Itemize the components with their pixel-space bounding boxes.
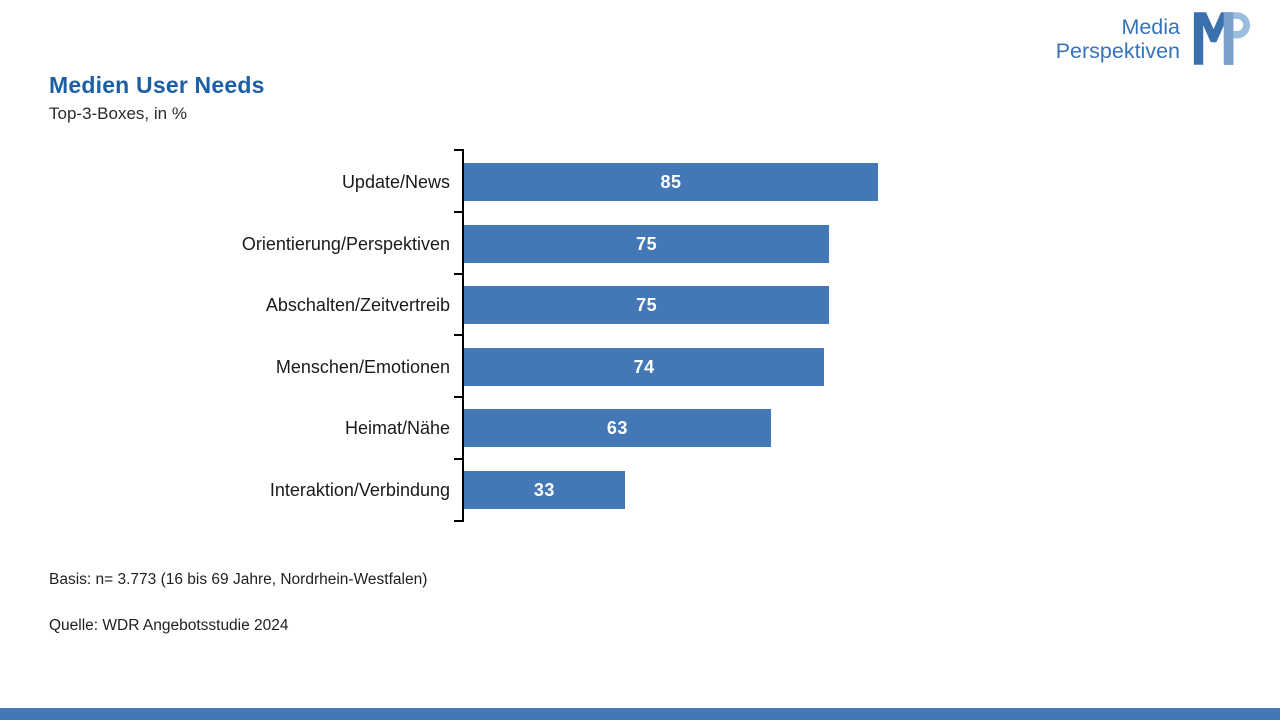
axis-tick (454, 272, 462, 275)
category-label: Update/News (341, 172, 450, 192)
footer-accent-bar (0, 708, 1280, 720)
source-note: Quelle: WDR Angebotsstudie 2024 (49, 617, 289, 634)
category-label: Interaktion/Verbindung (269, 480, 450, 500)
data-bar: 33 (464, 471, 625, 509)
axis-tick (454, 210, 462, 213)
chart-title: Medien User Needs (49, 72, 265, 98)
value-label: 33 (533, 480, 555, 500)
chart-subtitle: Top-3-Boxes, in % (49, 104, 187, 123)
data-bar: 75 (464, 224, 830, 263)
basis-note: Basis: n= 3.773 (16 bis 69 Jahre, Nordrh… (49, 571, 428, 588)
data-bar: 75 (464, 286, 830, 325)
category-label: Orientierung/Perspektiven (241, 233, 450, 254)
axis-tick (454, 458, 462, 461)
data-bar: 85 (464, 163, 878, 201)
axis-tick (454, 519, 462, 522)
axis-tick (454, 149, 462, 151)
data-bar: 74 (464, 347, 825, 386)
axis-tick (454, 396, 462, 399)
category-label: Abschalten/Zeitvertreib (265, 295, 450, 316)
value-label: 74 (633, 356, 655, 377)
logo-text: Media Perspektiven (1055, 15, 1180, 63)
value-label: 63 (606, 418, 628, 439)
value-label: 75 (636, 233, 658, 254)
value-label: 85 (660, 172, 682, 192)
y-axis-line (462, 149, 464, 522)
logo-text-line1: Media (1121, 15, 1180, 39)
mp-monogram-icon (1193, 12, 1251, 65)
category-label: Menschen/Emotionen (275, 356, 450, 377)
value-label: 75 (636, 295, 658, 316)
media-perspektiven-logo: Media Perspektiven (1056, 10, 1252, 67)
logo-text-line2: Perspektiven (1055, 38, 1180, 63)
data-bar: 63 (464, 409, 771, 448)
category-label: Heimat/Nähe (344, 418, 450, 439)
axis-tick (454, 334, 462, 337)
